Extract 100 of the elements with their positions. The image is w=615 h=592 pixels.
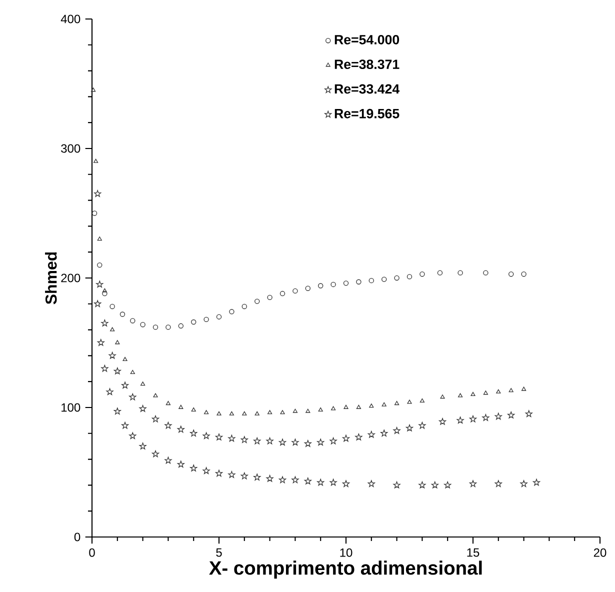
point <box>254 298 260 304</box>
point <box>305 286 310 291</box>
point <box>130 370 135 374</box>
point <box>177 460 184 468</box>
point <box>166 401 170 406</box>
point <box>152 450 160 458</box>
point <box>122 356 128 362</box>
point <box>355 434 362 440</box>
point <box>90 88 96 92</box>
point <box>520 480 528 487</box>
point <box>382 276 387 282</box>
point <box>483 390 488 395</box>
point <box>470 392 476 396</box>
point <box>368 430 375 438</box>
y-tick-label: 400 <box>60 14 80 24</box>
point <box>431 481 438 488</box>
point <box>344 404 348 409</box>
point <box>114 408 121 414</box>
point <box>343 280 349 286</box>
point <box>215 434 223 440</box>
point <box>394 401 400 406</box>
point <box>304 440 312 447</box>
point <box>406 274 412 280</box>
point <box>494 480 502 487</box>
point <box>108 352 116 359</box>
point <box>368 278 374 284</box>
point <box>110 327 115 332</box>
point <box>115 340 120 344</box>
point <box>356 279 362 284</box>
legend-label: Re=19.565 <box>334 108 400 118</box>
y-axis-title: Shmed <box>45 252 57 304</box>
point <box>356 404 361 409</box>
point <box>191 407 196 412</box>
point <box>494 412 502 420</box>
point <box>121 382 129 389</box>
point <box>418 481 426 488</box>
point <box>292 438 299 446</box>
x-tick-label: 20 <box>594 548 606 557</box>
point <box>164 422 172 429</box>
point <box>522 386 526 391</box>
point <box>240 472 248 480</box>
point <box>102 288 107 292</box>
point <box>114 367 121 374</box>
point <box>129 432 136 440</box>
legend-label: Re=54.000 <box>334 34 400 44</box>
point <box>229 411 234 416</box>
point <box>382 402 386 406</box>
point <box>306 408 310 413</box>
point <box>304 478 312 484</box>
point <box>202 467 210 474</box>
point <box>267 294 272 300</box>
point <box>177 426 184 433</box>
point <box>101 320 108 326</box>
point <box>406 424 414 432</box>
point <box>229 309 234 314</box>
point <box>228 434 236 442</box>
point <box>483 270 488 276</box>
point <box>458 270 463 276</box>
point <box>342 480 350 487</box>
point <box>440 394 445 399</box>
point <box>331 406 336 410</box>
point <box>456 416 464 424</box>
point <box>380 430 388 436</box>
point <box>97 262 102 268</box>
x-tick-label: 0 <box>89 548 95 557</box>
point <box>508 272 514 277</box>
point <box>444 481 452 488</box>
point <box>469 415 477 422</box>
point <box>407 400 412 404</box>
point <box>268 410 272 414</box>
point <box>318 407 323 412</box>
y-tick-label: 100 <box>62 403 80 412</box>
point <box>242 304 247 310</box>
point <box>482 414 490 421</box>
point <box>216 314 222 320</box>
point <box>96 280 104 288</box>
point <box>254 474 261 481</box>
point <box>280 410 285 414</box>
point <box>242 411 247 416</box>
point <box>393 427 400 434</box>
point <box>152 324 158 330</box>
legend-label: Re=33.424 <box>334 84 400 94</box>
x-tick-label: 5 <box>216 548 222 557</box>
point <box>394 275 400 281</box>
y-tick-label: 200 <box>61 274 80 282</box>
point <box>215 470 223 477</box>
point <box>393 481 400 488</box>
point <box>317 478 324 486</box>
point <box>152 415 160 422</box>
point <box>418 422 426 429</box>
point <box>190 464 198 472</box>
point <box>228 471 236 478</box>
point <box>369 404 374 408</box>
point <box>438 418 446 425</box>
point <box>101 364 108 372</box>
point <box>532 478 540 486</box>
point <box>110 304 115 310</box>
legend-label: Re=38.371 <box>334 60 400 70</box>
point <box>94 300 102 307</box>
point <box>496 389 501 394</box>
